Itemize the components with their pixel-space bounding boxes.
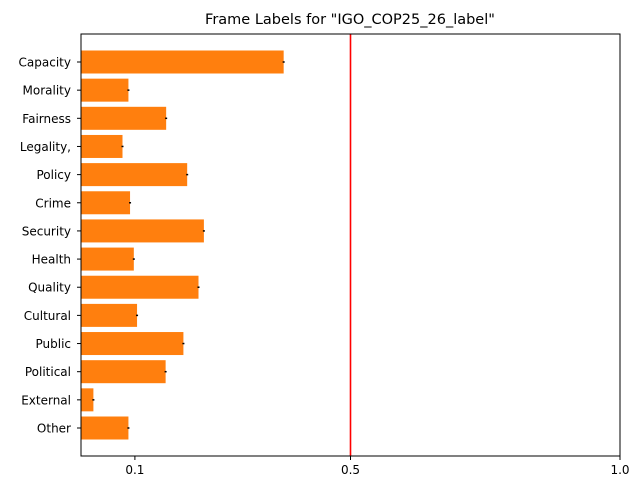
plot-area-frame: [80, 33, 621, 457]
y-tick-label-political: Political: [25, 365, 71, 379]
bar-morality: [81, 78, 129, 102]
bar-cultural: [81, 303, 138, 327]
x-tick-label: 0.5: [341, 463, 360, 477]
y-tick-label-fairness: Fairness: [22, 112, 71, 126]
x-tick-label: 1.0: [610, 463, 629, 477]
y-tick-label-public: Public: [35, 337, 71, 351]
bar-health: [81, 247, 134, 271]
y-tick-label-capacity: Capacity: [19, 56, 71, 70]
y-tick-label-quality: Quality: [28, 281, 71, 295]
y-tick-label-other: Other: [37, 422, 71, 436]
bar-fairness: [81, 106, 167, 130]
bars-layer: [81, 34, 352, 456]
y-tick-label-policy: Policy: [36, 168, 71, 182]
x-tick-label: 0.1: [125, 463, 144, 477]
bar-political: [81, 360, 166, 384]
bar-capacity: [81, 50, 284, 74]
y-tick-label-health: Health: [32, 253, 71, 267]
bar-policy: [81, 163, 188, 187]
bar-other: [81, 416, 129, 440]
bar-legality: [81, 134, 123, 158]
y-tick-label-security: Security: [22, 224, 71, 238]
y-tick-label-crime: Crime: [35, 196, 71, 210]
bar-crime: [81, 191, 131, 215]
bar-public: [81, 332, 184, 356]
y-axis: Capacity Morality Fairness Legality, Policy C…: [19, 56, 81, 436]
bar-security: [81, 219, 204, 243]
y-tick-label-cultural: Cultural: [24, 309, 71, 323]
bar-external: [81, 388, 94, 412]
y-tick-label-legality: Legality,: [20, 140, 71, 154]
chart-title: Frame Labels for "IGO_COP25_26_label": [205, 12, 495, 28]
x-axis: 0.1 0.5 1.0: [125, 456, 630, 477]
bar-quality: [81, 275, 199, 299]
y-tick-label-external: External: [21, 393, 71, 407]
y-tick-label-morality: Morality: [23, 84, 71, 98]
